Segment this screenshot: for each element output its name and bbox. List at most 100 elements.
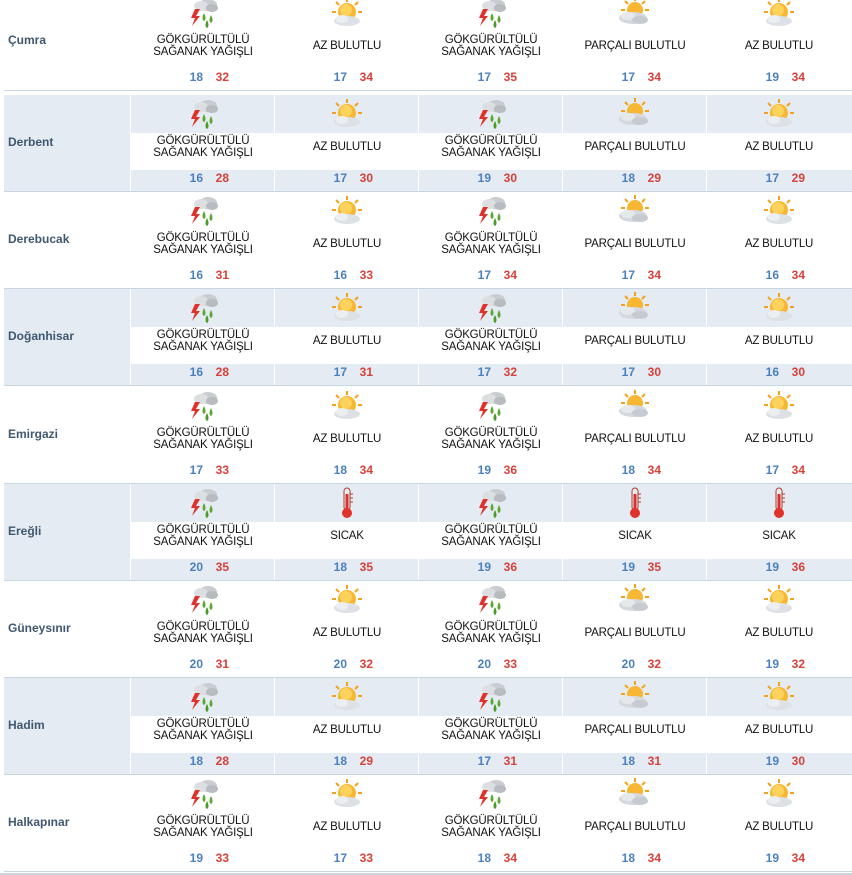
forecast-cell: AZ BULUTLU 18 34 bbox=[274, 387, 419, 484]
forecast-cell: AZ BULUTLU 17 29 bbox=[706, 95, 851, 192]
thunderstorm-rain-icon bbox=[184, 777, 222, 811]
temperature-range: 18 29 bbox=[563, 171, 707, 185]
thunderstorm-rain-icon bbox=[184, 194, 222, 228]
forecast-cell: PARÇALI BULUTLU 18 31 bbox=[562, 678, 707, 775]
hot-thermometer-icon bbox=[616, 486, 654, 520]
forecast-cell: GÖKGÜRÜLTÜLÜ SAĞANAK YAĞIŞLI 17 32 bbox=[418, 289, 563, 386]
max-temperature: 31 bbox=[647, 754, 661, 768]
mostly-sunny-icon bbox=[760, 583, 798, 617]
partly-cloudy-icon bbox=[616, 777, 654, 811]
forecast-cell: AZ BULUTLU 17 34 bbox=[274, 0, 419, 91]
temperature-range: 17 34 bbox=[563, 268, 707, 282]
table-row: Derbent GÖKGÜRÜLTÜLÜ SAĞANAK YAĞIŞLI 16 28… bbox=[4, 95, 852, 192]
city-name[interactable]: Çumra bbox=[8, 33, 47, 47]
city-name[interactable]: Derebucak bbox=[8, 232, 70, 246]
max-temperature: 29 bbox=[647, 171, 661, 185]
min-temperature: 19 bbox=[189, 851, 203, 865]
cell-divider bbox=[706, 581, 707, 678]
max-temperature: 32 bbox=[359, 657, 373, 671]
max-temperature: 31 bbox=[359, 365, 373, 379]
weather-description: GÖKGÜRÜLTÜLÜ SAĞANAK YAĞIŞLI bbox=[153, 718, 253, 742]
weather-description: AZ BULUTLU bbox=[312, 433, 382, 445]
weather-description: PARÇALI BULUTLU bbox=[584, 141, 686, 153]
cell-divider bbox=[418, 484, 419, 581]
row-band bbox=[4, 289, 852, 327]
mostly-sunny-icon bbox=[328, 583, 366, 617]
min-temperature: 19 bbox=[477, 171, 491, 185]
temperature-range: 18 32 bbox=[131, 70, 275, 84]
max-temperature: 33 bbox=[359, 268, 373, 282]
weather-description: SICAK bbox=[762, 530, 796, 542]
temperature-range: 19 36 bbox=[419, 463, 563, 477]
cell-divider bbox=[418, 775, 419, 872]
cell-divider bbox=[274, 484, 275, 581]
city-name[interactable]: Güneysınır bbox=[8, 621, 71, 635]
temperature-range: 19 36 bbox=[707, 560, 851, 574]
weather-description: PARÇALI BULUTLU bbox=[584, 724, 686, 736]
thunderstorm-rain-icon bbox=[472, 291, 510, 325]
city-name[interactable]: Halkapınar bbox=[8, 815, 70, 829]
weather-description: AZ BULUTLU bbox=[744, 335, 814, 347]
min-temperature: 16 bbox=[189, 171, 203, 185]
min-temperature: 16 bbox=[189, 365, 203, 379]
min-temperature: 17 bbox=[477, 754, 491, 768]
city-name[interactable]: Hadim bbox=[8, 718, 45, 732]
weather-description: AZ BULUTLU bbox=[744, 40, 814, 52]
temperature-range: 16 28 bbox=[131, 171, 275, 185]
min-temperature: 18 bbox=[333, 463, 347, 477]
temperature-range: 16 34 bbox=[707, 268, 851, 282]
cell-divider bbox=[562, 0, 563, 91]
weather-description: SICAK bbox=[330, 530, 364, 542]
weather-description: AZ BULUTLU bbox=[744, 238, 814, 250]
temperature-range: 17 33 bbox=[131, 463, 275, 477]
city-name[interactable]: Derbent bbox=[8, 135, 54, 149]
min-temperature: 18 bbox=[189, 70, 203, 84]
min-temperature: 19 bbox=[621, 560, 635, 574]
cell-divider bbox=[706, 678, 707, 775]
partly-cloudy-icon bbox=[616, 0, 654, 30]
max-temperature: 34 bbox=[791, 851, 805, 865]
min-temperature: 20 bbox=[477, 657, 491, 671]
cell-divider bbox=[706, 775, 707, 872]
city-name[interactable]: Doğanhisar bbox=[8, 329, 75, 343]
weather-description: GÖKGÜRÜLTÜLÜ SAĞANAK YAĞIŞLI bbox=[153, 815, 253, 839]
forecast-cell: AZ BULUTLU 18 29 bbox=[274, 678, 419, 775]
weather-description: PARÇALI BULUTLU bbox=[584, 238, 686, 250]
temperature-range: 16 31 bbox=[131, 268, 275, 282]
max-temperature: 28 bbox=[215, 754, 229, 768]
forecast-cell: AZ BULUTLU 19 34 bbox=[706, 0, 851, 91]
weather-description: GÖKGÜRÜLTÜLÜ SAĞANAK YAĞIŞLI bbox=[441, 34, 541, 58]
mostly-sunny-icon bbox=[328, 291, 366, 325]
temperature-range: 17 31 bbox=[275, 365, 419, 379]
min-temperature: 17 bbox=[477, 268, 491, 282]
forecast-cell: GÖKGÜRÜLTÜLÜ SAĞANAK YAĞIŞLI 19 33 bbox=[130, 775, 275, 872]
thunderstorm-rain-icon bbox=[472, 583, 510, 617]
temperature-range: 18 29 bbox=[275, 754, 419, 768]
weather-description: PARÇALI BULUTLU bbox=[584, 821, 686, 833]
thunderstorm-rain-icon bbox=[472, 486, 510, 520]
row-divider bbox=[4, 580, 852, 581]
city-name[interactable]: Ereğli bbox=[8, 524, 42, 538]
table-row: Emirgazi GÖKGÜRÜLTÜLÜ SAĞANAK YAĞIŞLI 17 3… bbox=[4, 387, 852, 484]
temperature-range: 18 34 bbox=[563, 463, 707, 477]
min-temperature: 18 bbox=[333, 754, 347, 768]
min-temperature: 17 bbox=[621, 365, 635, 379]
weather-description: GÖKGÜRÜLTÜLÜ SAĞANAK YAĞIŞLI bbox=[441, 232, 541, 256]
forecast-cell: GÖKGÜRÜLTÜLÜ SAĞANAK YAĞIŞLI 17 33 bbox=[130, 387, 275, 484]
cell-divider bbox=[274, 192, 275, 289]
max-temperature: 32 bbox=[647, 657, 661, 671]
min-temperature: 17 bbox=[621, 70, 635, 84]
temperature-range: 20 32 bbox=[563, 657, 707, 671]
forecast-cell: GÖKGÜRÜLTÜLÜ SAĞANAK YAĞIŞLI 18 28 bbox=[130, 678, 275, 775]
city-name[interactable]: Emirgazi bbox=[8, 427, 59, 441]
max-temperature: 34 bbox=[647, 851, 661, 865]
temperature-range: 17 30 bbox=[275, 171, 419, 185]
max-temperature: 31 bbox=[215, 657, 229, 671]
mostly-sunny-icon bbox=[760, 194, 798, 228]
temperature-range: 19 35 bbox=[563, 560, 707, 574]
forecast-cell: AZ BULUTLU 17 31 bbox=[274, 289, 419, 386]
temperature-range: 17 34 bbox=[707, 463, 851, 477]
row-divider bbox=[4, 90, 852, 91]
weather-description: AZ BULUTLU bbox=[312, 141, 382, 153]
max-temperature: 29 bbox=[359, 754, 373, 768]
